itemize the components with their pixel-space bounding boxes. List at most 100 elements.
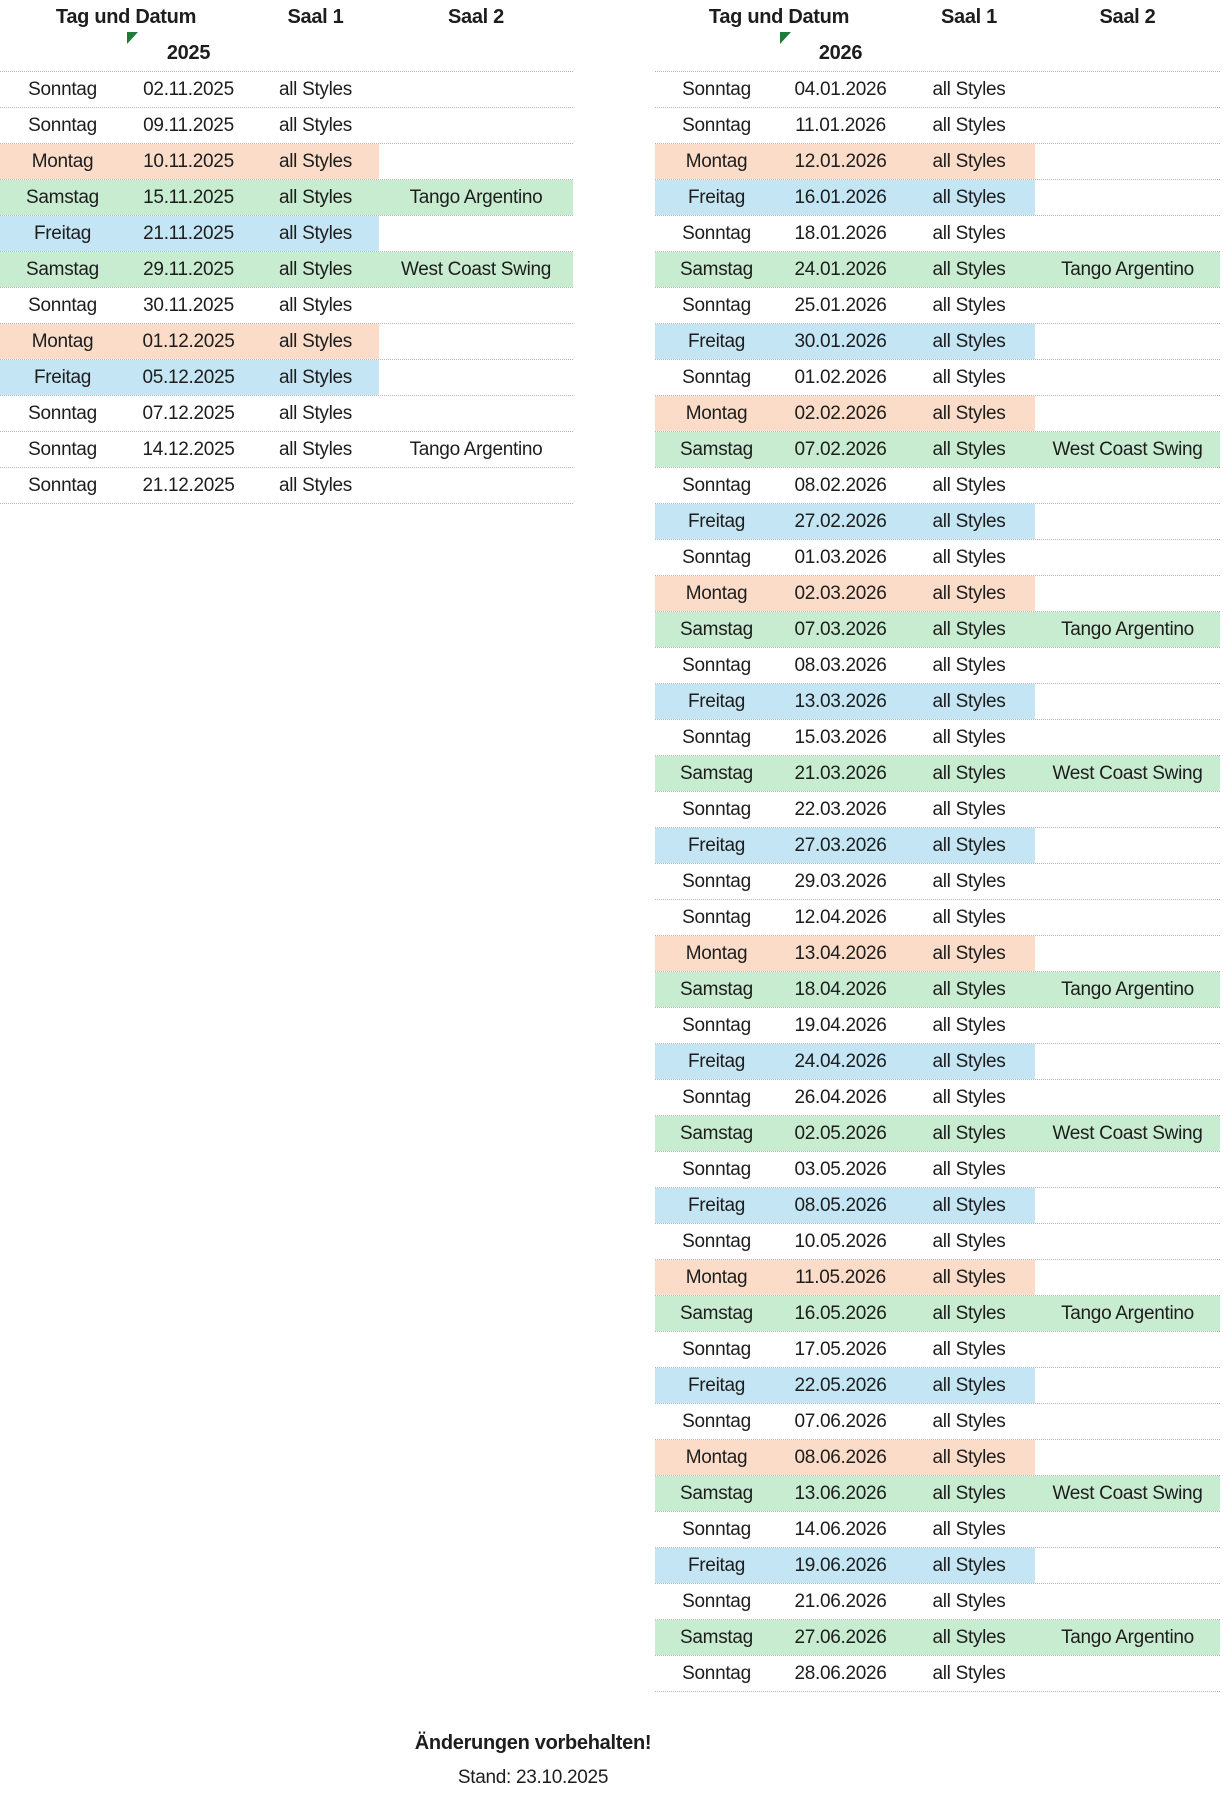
- day-cell: Sonntag: [682, 1086, 751, 1108]
- saal1-cell: all Styles: [932, 1590, 1006, 1612]
- saal1-cell: all Styles: [252, 252, 379, 287]
- day-cell: Sonntag: [682, 114, 751, 136]
- saal2-cell: [1035, 468, 1220, 503]
- saal2-cell: Tango Argentino: [1035, 252, 1220, 287]
- saal2-cell: West Coast Swing: [1035, 756, 1220, 791]
- schedule-table-2026: Tag und Datum Saal 1 Saal 2 2026 Sonntag…: [655, 0, 1220, 1692]
- day-cell: Freitag: [655, 324, 778, 359]
- schedule-row: Montag 01.12.2025 all Styles: [0, 323, 573, 359]
- schedule-row: Samstag 07.02.2026 all Styles West Coast Sw…: [655, 431, 1220, 467]
- saal2-cell: [1035, 1152, 1220, 1187]
- saal2-cell: [1035, 1332, 1220, 1367]
- date-cell: 08.02.2026: [794, 474, 887, 496]
- date-cell: 27.03.2026: [778, 828, 903, 863]
- saal1-cell: all Styles: [278, 438, 353, 460]
- schedule-row: Freitag 27.03.2026 all Styles: [655, 827, 1220, 863]
- schedule-row: Freitag 24.04.2026 all Styles: [655, 1043, 1220, 1079]
- saal1-cell: all Styles: [903, 612, 1035, 647]
- day-cell: Samstag: [655, 972, 778, 1007]
- date-cell: 29.03.2026: [794, 870, 887, 892]
- day-cell: Montag: [0, 324, 125, 359]
- saal2-cell: [1035, 1404, 1220, 1439]
- day-cell: Freitag: [655, 1548, 778, 1583]
- saal2-cell: [1035, 324, 1220, 359]
- day-cell: Freitag: [655, 1044, 778, 1079]
- saal1-cell: all Styles: [932, 1086, 1006, 1108]
- saal2-cell: West Coast Swing: [1035, 432, 1220, 467]
- saal2-cell: [1035, 288, 1220, 323]
- day-cell: Sonntag: [682, 870, 751, 892]
- day-cell: Freitag: [655, 504, 778, 539]
- date-cell: 21.12.2025: [142, 474, 235, 496]
- day-cell: Freitag: [0, 360, 125, 395]
- saal2-cell: [1035, 900, 1220, 935]
- day-cell: Freitag: [655, 1368, 778, 1403]
- saal1-cell: all Styles: [932, 1338, 1006, 1360]
- day-cell: Sonntag: [682, 474, 751, 496]
- saal2-cell: Tango Argentino: [1035, 1296, 1220, 1331]
- year-row: 2026: [655, 32, 1220, 71]
- saal2-cell: [1035, 1368, 1220, 1403]
- saal2-cell: [1035, 1512, 1220, 1547]
- schedule-row: Sonntag 12.04.2026 all Styles: [655, 899, 1220, 935]
- date-cell: 07.06.2026: [794, 1410, 887, 1432]
- saal1-cell: all Styles: [278, 114, 353, 136]
- year-cell: 2025: [125, 32, 252, 71]
- schedule-row: Sonntag 14.12.2025 all Styles Tango Argenti…: [0, 431, 573, 467]
- schedule-row: Freitag 30.01.2026 all Styles: [655, 323, 1220, 359]
- date-cell: 16.01.2026: [778, 180, 903, 215]
- day-cell: Samstag: [655, 1116, 778, 1151]
- schedule-row: Sonntag 25.01.2026 all Styles: [655, 287, 1220, 323]
- schedule-row: Sonntag 03.05.2026 all Styles: [655, 1151, 1220, 1187]
- saal1-cell: all Styles: [903, 1548, 1035, 1583]
- saal2-cell: [1035, 864, 1220, 899]
- day-cell: Sonntag: [28, 474, 97, 496]
- date-cell: 07.12.2025: [142, 402, 235, 424]
- date-cell: 21.06.2026: [794, 1590, 887, 1612]
- day-cell: Montag: [655, 576, 778, 611]
- saal1-cell: all Styles: [903, 1188, 1035, 1223]
- saal2-cell: [1035, 72, 1220, 107]
- saal2-cell: Tango Argentino: [1035, 612, 1220, 647]
- saal2-cell: [1035, 792, 1220, 827]
- saal2-cell: West Coast Swing: [1035, 1116, 1220, 1151]
- table-body: Sonntag 02.11.2025 all Styles Sonntag 09.11.…: [0, 71, 573, 504]
- day-cell: Samstag: [655, 432, 778, 467]
- schedule-row: Montag 02.02.2026 all Styles: [655, 395, 1220, 431]
- day-cell: Samstag: [655, 1620, 778, 1655]
- saal1-cell: all Styles: [932, 1410, 1006, 1432]
- day-cell: Samstag: [655, 1476, 778, 1511]
- year-cell: 2026: [778, 32, 903, 71]
- date-cell: 04.01.2026: [794, 78, 887, 100]
- date-cell: 15.03.2026: [794, 726, 887, 748]
- day-cell: Sonntag: [28, 402, 97, 424]
- day-cell: Freitag: [655, 684, 778, 719]
- date-cell: 19.04.2026: [794, 1014, 887, 1036]
- table-body: Sonntag 04.01.2026 all Styles Sonntag 11.01.…: [655, 71, 1220, 1692]
- date-cell: 14.06.2026: [794, 1518, 887, 1540]
- saal1-cell: all Styles: [278, 474, 353, 496]
- schedule-row: Sonntag 21.12.2025 all Styles: [0, 467, 573, 503]
- date-cell: 30.11.2025: [143, 294, 234, 316]
- saal2-cell: Tango Argentino: [379, 180, 573, 215]
- saal1-cell: all Styles: [252, 180, 379, 215]
- saal2-cell: [379, 144, 573, 179]
- schedule-row: Sonntag 21.06.2026 all Styles: [655, 1583, 1220, 1619]
- date-cell: 07.02.2026: [778, 432, 903, 467]
- day-cell: Sonntag: [682, 1662, 751, 1684]
- date-cell: 13.04.2026: [778, 936, 903, 971]
- day-cell: Sonntag: [28, 78, 97, 100]
- saal2-cell: [379, 216, 573, 251]
- schedule-row: Sonntag 17.05.2026 all Styles: [655, 1331, 1220, 1367]
- page-footer: Änderungen vorbehalten! Stand: 23.10.202…: [0, 1732, 1066, 1789]
- saal1-cell: all Styles: [903, 1620, 1035, 1655]
- saal1-cell: all Styles: [932, 114, 1006, 136]
- schedule-row: Sonntag 01.02.2026 all Styles: [655, 359, 1220, 395]
- saal1-cell: all Styles: [903, 324, 1035, 359]
- saal2-cell: [1035, 396, 1220, 431]
- saal1-cell: all Styles: [903, 1260, 1035, 1295]
- saal1-cell: all Styles: [932, 474, 1006, 496]
- schedule-row: Sonntag 01.03.2026 all Styles: [655, 539, 1220, 575]
- date-cell: 12.04.2026: [794, 906, 887, 928]
- saal1-cell: all Styles: [932, 1662, 1006, 1684]
